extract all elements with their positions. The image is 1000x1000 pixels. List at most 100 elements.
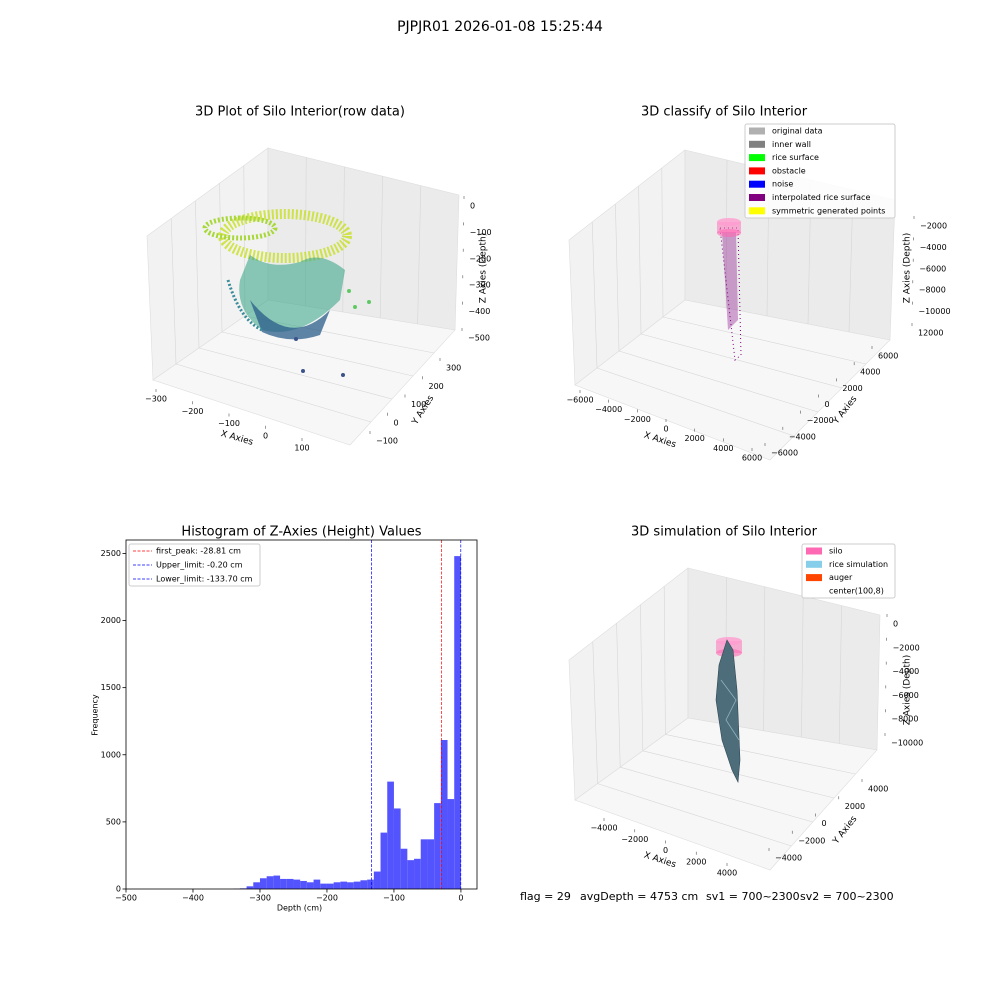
legend-label: interpolated rice surface [772, 193, 870, 202]
pane-grid-line [615, 203, 620, 352]
zticks-tick-label: −6000 [919, 264, 946, 273]
xticks-tick-label: 4000 [717, 869, 737, 878]
legend-label: auger [829, 573, 853, 582]
histogram-bar [286, 878, 294, 889]
legend-swatch [806, 587, 822, 595]
pane-grid-line [638, 185, 642, 335]
cloud-point [341, 373, 345, 377]
histogram-bar [407, 860, 415, 889]
zticks-tick-label: −2000 [920, 222, 947, 231]
pane-grid-line [417, 185, 422, 325]
x-tick-label: −200 [316, 894, 338, 903]
histogram-bar [326, 883, 334, 889]
zticks-tick-label: −10000 [891, 739, 923, 748]
pane-grid-line [662, 316, 867, 365]
histogram-bar [400, 848, 408, 889]
cloud-shape [250, 300, 330, 340]
pane-grid-line [175, 363, 372, 423]
y-tick-label: 1500 [101, 683, 121, 692]
pane-grid-line [640, 604, 644, 751]
cloud-shape [239, 255, 345, 332]
pane-grid-line [170, 218, 177, 365]
zticks-tick-label: −100 [470, 228, 492, 237]
zticks-tick-label: −10000 [918, 307, 950, 316]
cloud-shape [226, 279, 263, 332]
legend-box [744, 123, 896, 219]
pane-grid-line [221, 331, 414, 377]
x-tick-label: 0 [458, 894, 463, 903]
legend-label: first_peak: -28.81 cm [156, 547, 241, 556]
cloud-point [353, 305, 357, 309]
figure-title: PJPJR01 2026-01-08 15:25:44 [397, 19, 603, 35]
yticks-tick-label: 0 [822, 819, 827, 828]
pane [574, 717, 878, 871]
pane-grid-line [198, 347, 393, 400]
histogram-bar [293, 879, 301, 889]
xticks-tick-label: −2000 [624, 415, 651, 424]
histogram-bar [440, 740, 448, 889]
pane-grid-line [616, 623, 621, 768]
yticks-tick-label: −100 [376, 437, 398, 446]
histogram-bar [447, 799, 455, 889]
legend-label: symmetric generated points [772, 206, 885, 215]
histogram-bar [246, 886, 254, 889]
point-cloud [717, 218, 742, 361]
histogram-bar [454, 556, 461, 889]
legend-swatch [749, 154, 765, 162]
cylinder [717, 222, 741, 233]
xticks-tick-label: −4000 [595, 405, 622, 414]
legend-label: original data [772, 127, 823, 136]
cloud-point [301, 369, 305, 373]
zticks-tick-label: 0 [893, 620, 898, 629]
zticks-tick-label: −400 [468, 307, 490, 316]
x-tick-label: −400 [182, 894, 204, 903]
yticks-tick-label: 200 [429, 382, 444, 391]
legend-swatch [749, 194, 765, 201]
xticks-tick-label: −300 [145, 395, 167, 404]
legend-label: Lower_limit: -133.70 cm [156, 575, 253, 584]
point-cloud [202, 209, 371, 377]
histogram-bar [393, 808, 401, 889]
pane-grid-line [379, 176, 383, 319]
histogram-bar [300, 880, 307, 889]
zticks-tick-label: −500 [468, 334, 490, 343]
yticks-tick-label: 6000 [878, 352, 898, 361]
legend-label: noise [772, 180, 793, 189]
cloud-shape [722, 232, 738, 330]
pane-grid-line [591, 221, 598, 369]
histogram-bar [387, 781, 394, 889]
legend-swatch [749, 127, 765, 135]
y-tick-label: 2000 [101, 616, 121, 625]
legend-swatch [806, 560, 822, 568]
xticks-tick-label: 0 [663, 846, 668, 855]
histogram-bar [313, 879, 321, 889]
histogram-bar [427, 839, 435, 889]
yticks-tick-label: −4000 [775, 854, 802, 863]
histogram-bar [253, 882, 260, 889]
zticks-tick-label: −2000 [893, 643, 920, 652]
pane-grid [592, 577, 856, 847]
xticks-tick-label: 2000 [686, 857, 706, 866]
histogram-bar [434, 803, 441, 889]
zticks-tick-label: −8000 [919, 286, 946, 295]
legend-label: Upper_limit: -0.20 cm [156, 561, 243, 570]
pane-grid-line [219, 183, 223, 333]
legend-swatch [749, 180, 765, 188]
pane-grid-line [763, 586, 766, 731]
histogram-bar [266, 876, 274, 889]
yticks-tick-label: 4000 [860, 368, 880, 377]
zticks-tick-label: 12000 [918, 329, 943, 338]
histogram-bar [367, 879, 374, 889]
yticks-tick-label: 2000 [845, 802, 865, 811]
legend-swatch [749, 207, 765, 215]
cloud-point [367, 300, 371, 304]
xticks-tick-label: 0 [663, 425, 668, 434]
pane [574, 299, 891, 461]
xticks-tick-label: −100 [218, 419, 240, 428]
cloud-shape [202, 215, 278, 241]
surface-shape [720, 679, 740, 741]
histogram-bar [347, 882, 354, 889]
xticks-tick-label: −2000 [621, 835, 648, 844]
cloud-point [294, 337, 298, 341]
